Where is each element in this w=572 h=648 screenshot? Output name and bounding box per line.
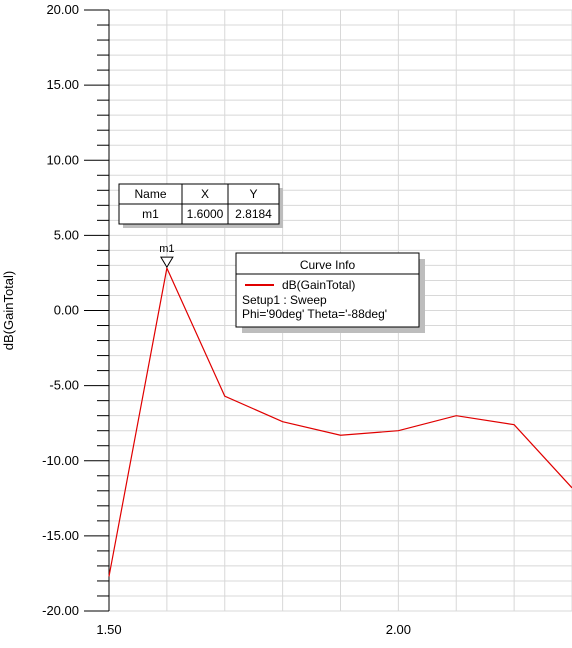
x-tick-label: 2.00 bbox=[386, 622, 411, 637]
y-tick-label: -15.00 bbox=[42, 528, 79, 543]
y-tick-label: 20.00 bbox=[46, 2, 79, 17]
y-tick-label: 5.00 bbox=[54, 227, 79, 242]
marker-table[interactable]: Name X Ym1 1.6000 2.8184 bbox=[119, 184, 283, 228]
table-cell: 2.8184 bbox=[235, 207, 272, 221]
y-tick-label: -20.00 bbox=[42, 603, 79, 618]
y-tick-label: -5.00 bbox=[49, 378, 79, 393]
y-tick-label: -10.00 bbox=[42, 453, 79, 468]
marker-label: m1 bbox=[159, 243, 174, 255]
table-header-cell: X bbox=[201, 187, 209, 201]
y-tick-label: 10.00 bbox=[46, 152, 79, 167]
y-tick-label: 0.00 bbox=[54, 303, 79, 318]
table-header-cell: Name bbox=[134, 187, 166, 201]
y-tick-label: 15.00 bbox=[46, 77, 79, 92]
table-cell: m1 bbox=[142, 207, 159, 221]
table-header-cell: Y bbox=[249, 187, 257, 201]
table-cell: 1.6000 bbox=[187, 207, 224, 221]
y-axis-label: dB(GainTotal) bbox=[1, 271, 16, 350]
x-tick-label: 1.50 bbox=[96, 622, 121, 637]
legend-info-line: Setup1 : Sweep bbox=[242, 293, 327, 307]
legend-series-label: dB(GainTotal) bbox=[282, 278, 355, 292]
legend-info-line: Phi='90deg' Theta='-88deg' bbox=[242, 307, 387, 321]
legend-title: Curve Info bbox=[300, 258, 356, 272]
curve-info-legend[interactable]: Curve Info dB(GainTotal)Setup1 : SweepPhi… bbox=[236, 253, 425, 333]
